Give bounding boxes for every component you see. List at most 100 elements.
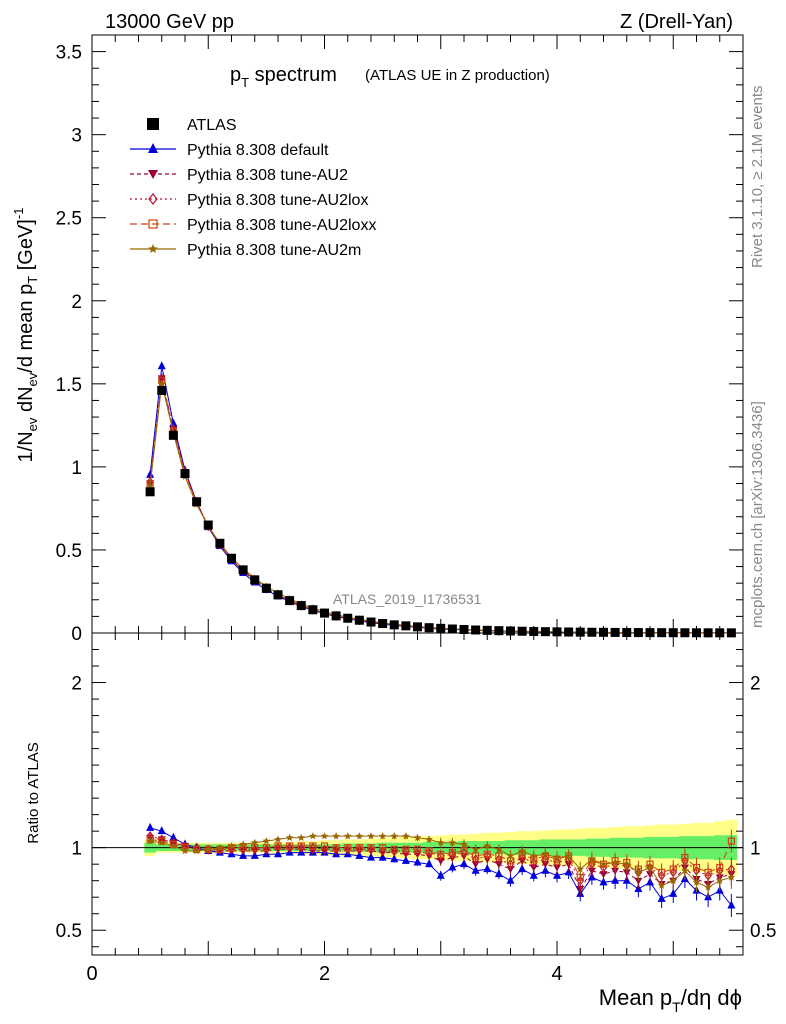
ratio-point-au2loxx — [716, 863, 724, 872]
ratio-point-au2m — [611, 858, 619, 866]
ratio-point-au2m — [425, 835, 433, 843]
ratio-point-au2loxx — [413, 845, 422, 853]
ratio-point-au2loxx — [425, 847, 433, 855]
ratio-point-au2loxx — [297, 842, 305, 850]
ratio-point-au2m — [390, 832, 399, 840]
ratio-point-au2m — [460, 840, 468, 848]
ratio-series-au2m — [146, 832, 736, 898]
data-point — [354, 615, 364, 625]
point-default — [146, 469, 155, 478]
data-point — [343, 613, 353, 623]
ratio-point-au2m — [367, 832, 375, 840]
ratio-point-au2m — [343, 832, 352, 840]
ratio-point-au2loxx — [251, 844, 259, 852]
ratio-point-au2lox — [320, 844, 329, 855]
ratio-point-au2m — [146, 837, 154, 845]
ratio-point-default — [518, 864, 527, 873]
ratio-point-au2loxx — [448, 849, 456, 857]
ratio-point-default — [413, 857, 422, 866]
data-point — [203, 520, 213, 530]
ratio-tick-label-right: 2 — [750, 674, 761, 695]
legend-marker-au2m — [148, 244, 158, 253]
ratio-point-au2lox — [471, 854, 480, 865]
legend-label-au2loxx: Pythia 8.308 tune-AU2loxx — [187, 217, 376, 234]
ratio-point-au2m — [553, 853, 561, 861]
ratio-point-au2m — [646, 863, 654, 871]
ratio-point-default — [727, 900, 736, 909]
legend-marker-data — [147, 118, 159, 130]
ratio-point-default — [169, 832, 178, 841]
ratio-point-au2m — [262, 837, 271, 845]
y-tick-label: 3.5 — [56, 43, 82, 64]
ratio-point-au2m — [506, 851, 515, 860]
ratio-point-default — [564, 867, 573, 876]
ratio-point-au2m — [692, 878, 701, 886]
ratio-point-default — [390, 854, 399, 863]
ratio-point-default — [506, 875, 515, 884]
ratio-point-au2m — [204, 845, 213, 853]
legend-entry-default: Pythia 8.308 default — [130, 142, 329, 159]
header-energy-label: 13000 GeV pp — [105, 11, 234, 33]
x-tick-label: 4 — [551, 963, 562, 985]
ratio-point-default — [157, 826, 166, 835]
ratio-point-au2loxx — [367, 844, 375, 852]
ratio-point-au2lox — [437, 850, 445, 861]
ratio-point-au2loxx — [681, 853, 689, 862]
ratio-point-au2lox — [495, 854, 503, 865]
data-point — [157, 385, 167, 395]
ratio-point-au2loxx — [309, 842, 317, 850]
ratio-point-au2lox — [378, 845, 387, 856]
ratio-point-au2lox — [553, 857, 561, 868]
ratio-point-default — [146, 822, 155, 831]
ratio-plot-layer — [92, 819, 743, 918]
ratio-point-au2 — [494, 861, 503, 869]
ratio-point-au2m — [715, 876, 724, 884]
data-point — [273, 590, 283, 600]
data-point — [378, 619, 388, 629]
ratio-point-au2 — [576, 885, 585, 893]
ratio-point-au2m — [634, 868, 643, 876]
data-point — [471, 625, 481, 635]
ratio-point-au2loxx — [704, 868, 712, 877]
legend-entry-au2m: Pythia 8.308 tune-AU2m — [130, 242, 361, 259]
ratio-point-au2loxx — [262, 844, 270, 852]
ratio-point-au2m — [181, 847, 189, 855]
ratio-point-au2loxx — [332, 844, 340, 852]
ratio-point-au2m — [599, 860, 608, 868]
ratio-point-default — [494, 869, 503, 878]
header-process-label: Z (Drell-Yan) — [620, 11, 733, 33]
ratio-point-au2m — [355, 832, 364, 840]
ratio-point-au2loxx — [274, 842, 282, 850]
legend: ATLAS Pythia 8.308 default Pythia 8.308 tu… — [130, 117, 376, 259]
ratio-point-au2m — [413, 833, 422, 841]
y-tick-label: 2.5 — [56, 209, 82, 230]
legend-label-default: Pythia 8.308 default — [187, 142, 329, 159]
ratio-point-au2loxx — [344, 844, 352, 852]
ratio-point-au2m — [564, 851, 573, 860]
ratio-point-au2 — [634, 877, 643, 885]
analysis-watermark: ATLAS_2019_I1736531 — [333, 591, 482, 607]
ratio-point-au2m — [320, 832, 329, 840]
ratio-point-au2m — [681, 866, 689, 874]
ratio-point-au2loxx — [727, 837, 735, 845]
ratio-point-au2loxx — [437, 850, 445, 858]
ratio-point-au2loxx — [320, 842, 329, 850]
legend-marker-au2loxx — [148, 219, 158, 229]
ratio-point-au2m — [157, 838, 166, 846]
data-point — [250, 575, 260, 585]
ratio-point-au2m — [332, 832, 340, 840]
y-axis-label: 1/Nev dNev/d mean pT [GeV]-1 — [11, 208, 40, 463]
data-point — [192, 497, 202, 507]
data-point — [320, 608, 329, 618]
legend-label-au2: Pythia 8.308 tune-AU2 — [187, 167, 348, 184]
ratio-point-default — [657, 893, 666, 902]
ratio-plot-frame — [91, 632, 744, 956]
data-point — [703, 628, 713, 638]
data-point — [587, 627, 597, 637]
ratio-point-au2m — [274, 835, 282, 843]
ratio-tick-label-right: 1 — [750, 839, 761, 860]
legend-marker-au2lox — [148, 193, 158, 205]
y-tick-label: 2 — [71, 292, 82, 313]
ratio-tick-label: 0.5 — [56, 921, 82, 942]
